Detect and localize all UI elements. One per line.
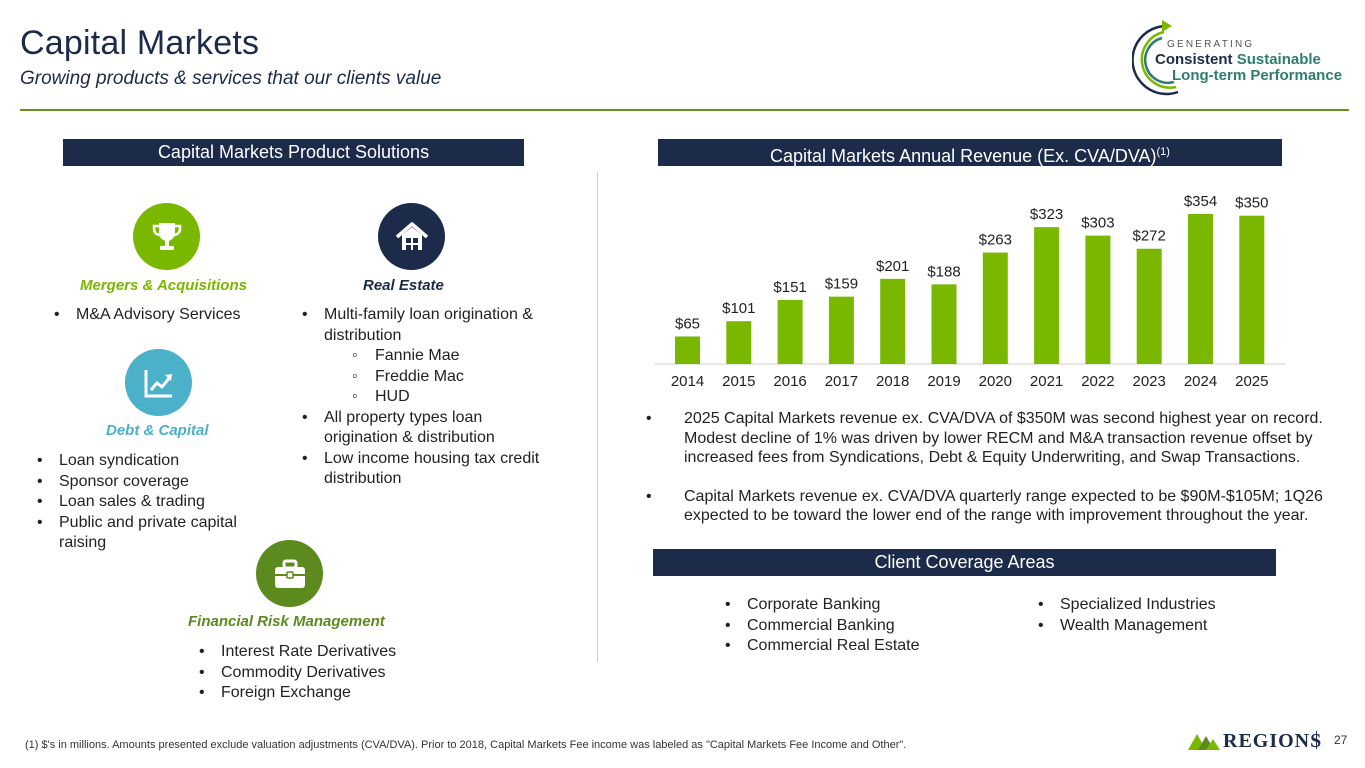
list-item: Corporate Banking: [723, 595, 983, 616]
tick-label-2017: 2017: [825, 373, 858, 390]
generating-performance-logo: GENERATING Consistent Sustainable Long-t…: [1132, 20, 1347, 100]
bar-2018: [880, 278, 906, 364]
debt-capital-title: Debt & Capital: [106, 422, 209, 439]
tick-label-2023: 2023: [1133, 373, 1166, 390]
revenue-notes: 2025 Capital Markets revenue ex. CVA/DVA…: [643, 409, 1333, 545]
list-item: Wealth Management: [1036, 616, 1276, 637]
regions-logo: REGIONS: [1188, 728, 1343, 753]
tick-label-2014: 2014: [671, 373, 704, 390]
arc-logo-icon: [1132, 20, 1179, 96]
tick-label-2015: 2015: [722, 373, 755, 390]
tick-label-2016: 2016: [773, 373, 806, 390]
annual-revenue-header: Capital Markets Annual Revenue (Ex. CVA/…: [658, 139, 1282, 166]
data-label-2015: $101: [722, 300, 755, 317]
ma-title: Mergers & Acquisitions: [80, 277, 247, 294]
debt-capital-list: Loan syndication Sponsor coverage Loan s…: [35, 451, 275, 554]
note-item: 2025 Capital Markets revenue ex. CVA/DVA…: [643, 409, 1333, 468]
list-item: Specialized Industries: [1036, 595, 1276, 616]
real-estate-title: Real Estate: [363, 277, 444, 294]
tick-label-2022: 2022: [1081, 373, 1114, 390]
trend-chart-icon: [125, 349, 192, 416]
briefcase-icon: [256, 540, 323, 607]
list-item: M&A Advisory Services: [52, 305, 282, 326]
list-item: Commercial Real Estate: [723, 636, 983, 657]
logo-line-1: Consistent Sustainable: [1155, 51, 1321, 68]
data-label-2025: $350: [1235, 195, 1268, 212]
list-subitem: Fannie Mae: [300, 346, 540, 367]
coverage-list-right: Specialized Industries Wealth Management: [1036, 595, 1276, 636]
bar-2023: [1136, 248, 1162, 364]
bar-2022: [1085, 235, 1111, 364]
list-subitem: HUD: [300, 387, 540, 408]
data-label-2023: $272: [1133, 228, 1166, 245]
data-label-2022: $303: [1081, 215, 1114, 232]
list-item: Low income housing tax credit distributi…: [300, 449, 540, 490]
data-label-2017: $159: [825, 276, 858, 293]
frm-title: Financial Risk Management: [188, 613, 385, 630]
data-label-2014: $65: [675, 315, 700, 332]
list-item: Commodity Derivatives: [197, 663, 457, 684]
bar-2021: [1034, 227, 1060, 364]
page-subtitle: Growing products & services that our cli…: [20, 68, 442, 89]
data-label-2020: $263: [979, 232, 1012, 249]
bar-2025: [1239, 215, 1265, 364]
list-item: Loan syndication: [35, 451, 275, 472]
list-item: Loan sales & trading: [35, 492, 275, 513]
data-label-2024: $354: [1184, 193, 1217, 210]
data-label-2021: $323: [1030, 206, 1063, 223]
list-item: All property types loan origination & di…: [300, 408, 540, 449]
footnote: (1) $'s in millions. Amounts presented e…: [25, 739, 907, 751]
panel-divider: [597, 172, 598, 662]
brand-separator: [1316, 731, 1317, 749]
list-item: Multi-family loan origination & distribu…: [300, 305, 540, 346]
page-number: 27: [1334, 733, 1348, 747]
house-icon: [378, 203, 445, 270]
coverage-list-left: Corporate Banking Commercial Banking Com…: [723, 595, 983, 657]
list-item: Foreign Exchange: [197, 683, 457, 704]
logo-generating: GENERATING: [1167, 39, 1255, 50]
ma-list: M&A Advisory Services: [52, 305, 282, 326]
list-item: Commercial Banking: [723, 616, 983, 637]
frm-list: Interest Rate Derivatives Commodity Deri…: [197, 642, 457, 704]
tick-label-2021: 2021: [1030, 373, 1063, 390]
header-divider: [20, 109, 1349, 111]
tick-label-2018: 2018: [876, 373, 909, 390]
regions-pyramid-icon: [1188, 734, 1220, 750]
client-coverage-header: Client Coverage Areas: [653, 549, 1276, 576]
data-label-2019: $188: [927, 263, 960, 280]
bar-2015: [726, 321, 752, 364]
tick-label-2024: 2024: [1184, 373, 1217, 390]
list-subitem: Freddie Mac: [300, 367, 540, 388]
tick-label-2019: 2019: [927, 373, 960, 390]
bar-2020: [982, 252, 1008, 364]
tick-label-2020: 2020: [979, 373, 1012, 390]
bar-2016: [777, 300, 803, 364]
bar-2019: [931, 284, 957, 364]
bar-2014: [675, 336, 700, 364]
tick-label-2025: 2025: [1235, 373, 1268, 390]
list-item: Public and private capital raising: [35, 513, 275, 554]
note-item: Capital Markets revenue ex. CVA/DVA quar…: [643, 487, 1333, 526]
trophy-icon: [133, 203, 200, 270]
brand-name: REGIONS: [1223, 730, 1323, 752]
list-item: Sponsor coverage: [35, 472, 275, 493]
data-label-2016: $151: [773, 279, 806, 296]
data-label-2018: $201: [876, 258, 909, 275]
annual-revenue-chart: $65 2014 $101 2015 $151 2016 $159 2017 $201 2018 $…: [655, 193, 1285, 390]
product-solutions-header: Capital Markets Product Solutions: [63, 139, 524, 166]
bar-2024: [1188, 214, 1213, 364]
page-title: Capital Markets: [20, 24, 260, 62]
logo-line-2: Long-term Performance: [1172, 67, 1343, 84]
bar-2017: [828, 296, 854, 364]
real-estate-list: Multi-family loan origination & distribu…: [300, 305, 540, 490]
list-item: Interest Rate Derivatives: [197, 642, 457, 663]
